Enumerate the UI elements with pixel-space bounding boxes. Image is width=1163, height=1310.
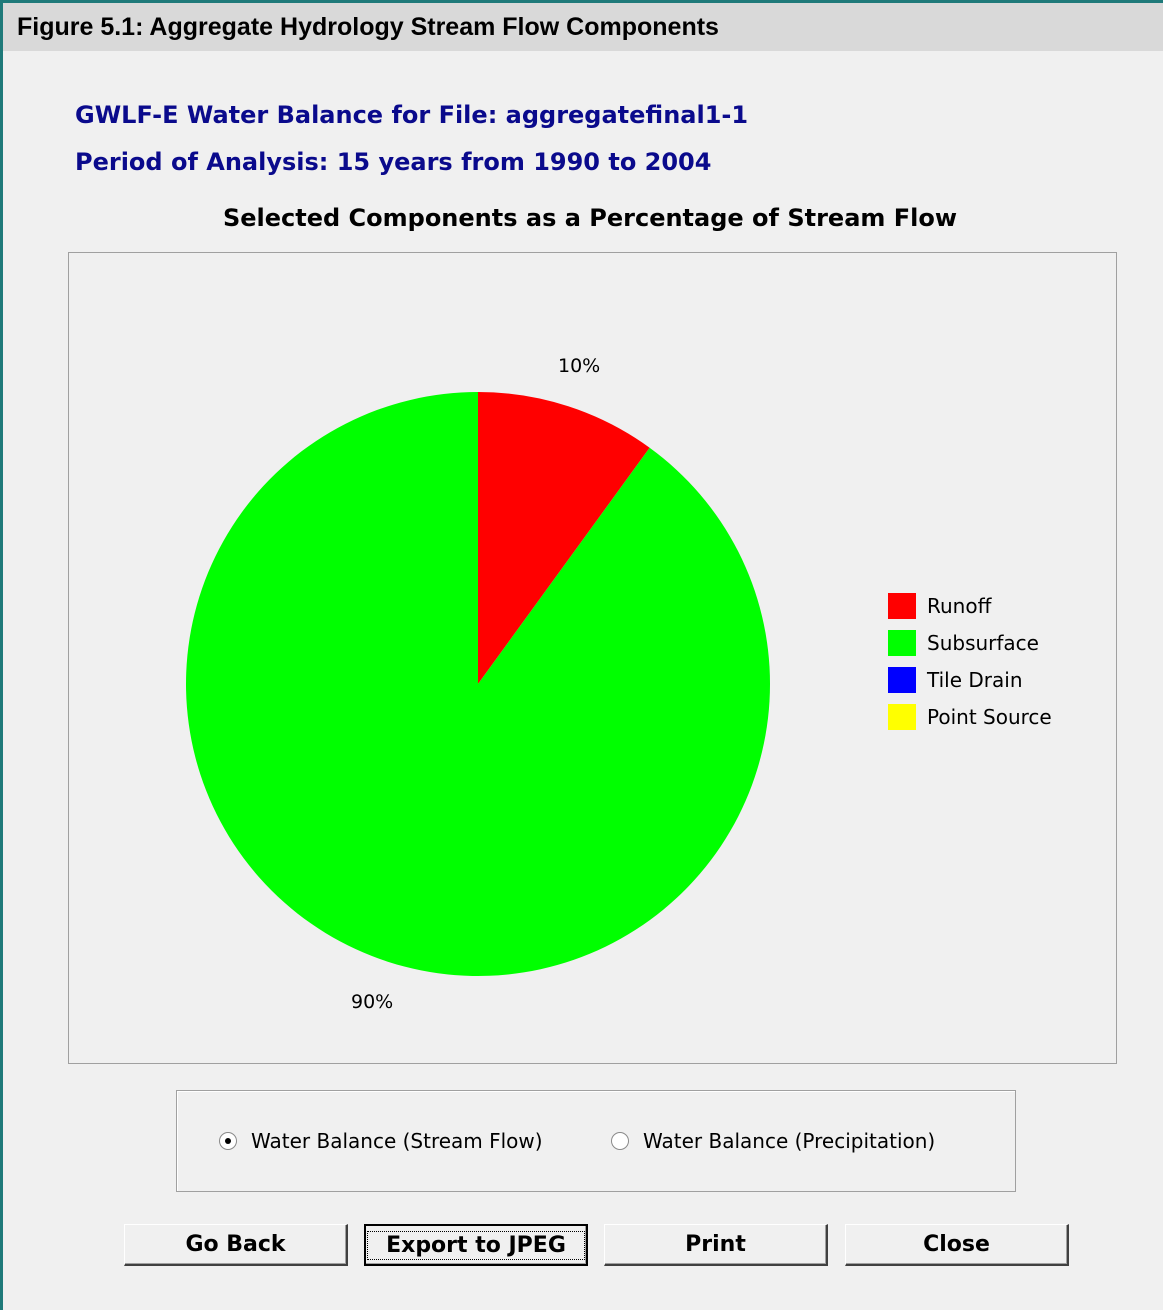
pie-chart-panel: 10% 90% Runoff Subsurface Tile Drain Po [68, 252, 1117, 1064]
radio-stream-flow[interactable]: Water Balance (Stream Flow) [219, 1129, 543, 1153]
legend-swatch-point-source [888, 703, 916, 730]
pie-label-subsurface: 90% [351, 991, 394, 1013]
chart-type-radio-group: Water Balance (Stream Flow) Water Balanc… [176, 1090, 1016, 1192]
go-back-button[interactable]: Go Back [124, 1224, 348, 1266]
pie-label-runoff: 10% [558, 355, 601, 377]
legend-item-runoff: Runoff [888, 587, 1052, 624]
legend-swatch-runoff [888, 592, 916, 619]
legend-item-point-source: Point Source [888, 698, 1052, 735]
radio-precipitation[interactable]: Water Balance (Precipitation) [611, 1129, 935, 1153]
legend-item-tile-drain: Tile Drain [888, 661, 1052, 698]
analysis-period: Period of Analysis: 15 years from 1990 t… [75, 148, 712, 176]
export-jpeg-label[interactable]: Export to JPEG [367, 1230, 585, 1260]
radio-precipitation-dot[interactable] [611, 1132, 629, 1150]
water-balance-window: GWLF-E Water Balance for File: aggregate… [3, 51, 1163, 1310]
pie-slice-runoff [478, 392, 650, 684]
legend-swatch-subsurface [888, 629, 916, 656]
file-title: GWLF-E Water Balance for File: aggregate… [75, 101, 749, 129]
legend-label-point-source: Point Source [927, 704, 1052, 729]
chart-legend: Runoff Subsurface Tile Drain Point Sourc… [888, 587, 1052, 735]
radio-stream-flow-label[interactable]: Water Balance (Stream Flow) [251, 1129, 543, 1153]
print-button[interactable]: Print [604, 1224, 828, 1266]
radio-stream-flow-dot[interactable] [219, 1132, 237, 1150]
pie-chart [186, 392, 771, 976]
legend-label-subsurface: Subsurface [927, 630, 1039, 655]
pie-slice-subsurface [186, 392, 771, 976]
legend-label-tile-drain: Tile Drain [927, 667, 1023, 692]
radio-precipitation-label[interactable]: Water Balance (Precipitation) [643, 1129, 936, 1153]
legend-swatch-tile-drain [888, 666, 916, 693]
legend-label-runoff: Runoff [927, 593, 992, 618]
chart-title: Selected Components as a Percentage of S… [222, 204, 958, 232]
figure-caption: Figure 5.1: Aggregate Hydrology Stream F… [3, 3, 1163, 51]
export-jpeg-button[interactable]: Export to JPEG [364, 1224, 588, 1266]
legend-item-subsurface: Subsurface [888, 624, 1052, 661]
close-button[interactable]: Close [845, 1224, 1069, 1266]
